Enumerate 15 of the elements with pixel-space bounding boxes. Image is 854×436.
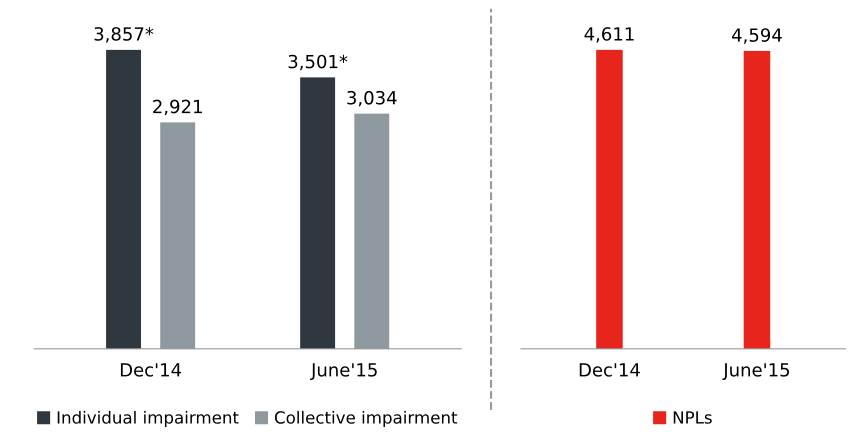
data-label: 3,857* [94, 27, 154, 43]
x-tick-label: June'15 [310, 363, 377, 380]
legend-label: Individual impairment [58, 410, 239, 428]
bar [106, 50, 142, 349]
data-label: 3,501* [288, 54, 348, 70]
legend-label: NPLs [674, 411, 712, 424]
legend-label: Collective impairment [274, 410, 458, 428]
x-tick-label: June'15 [722, 363, 790, 380]
x-tick-label: Dec'14 [120, 363, 182, 377]
data-label: 2,921 [153, 100, 202, 116]
data-label: 4,611 [584, 27, 634, 43]
data-label: 3,034 [347, 90, 397, 106]
data-label: 4,594 [732, 28, 782, 44]
x-tick-label: Dec'14 [580, 363, 640, 377]
bar [300, 77, 336, 349]
